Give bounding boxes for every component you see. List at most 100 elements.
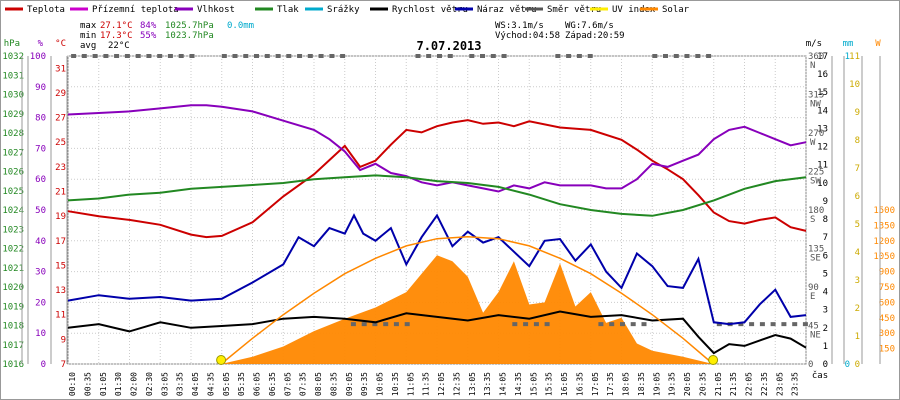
wind-dir-mark [587, 54, 593, 58]
stat-max-temp: 27.1°C [100, 21, 133, 31]
tick-mm: 0 [845, 360, 850, 370]
x-tick-label: 02:30 [145, 372, 154, 396]
tick-direction-label: NW [810, 100, 821, 110]
wind-dir-mark [264, 54, 270, 58]
x-tick-label: 15:35 [545, 372, 554, 396]
wind-dir-mark [426, 54, 432, 58]
stat-min-label: min [80, 31, 96, 41]
wind-dir-mark [759, 322, 765, 327]
tick-hpa: 1031 [2, 71, 24, 81]
wind-dir-mark [544, 322, 550, 327]
x-tick-label: 00:10 [68, 372, 77, 396]
wind-dir-mark [792, 322, 798, 327]
wind-dir-mark [512, 322, 518, 327]
x-tick-label: 16:05 [560, 372, 569, 396]
wind-dir-mark [469, 54, 475, 58]
tick-hpa: 1030 [2, 91, 24, 101]
wind-dir-mark [146, 54, 152, 58]
wind-dir-mark [135, 54, 141, 58]
wind-dir-mark [221, 54, 227, 58]
tick-uv: 8 [855, 136, 860, 146]
tick-uv: 4 [855, 248, 860, 258]
x-tick-label: 12:05 [437, 372, 446, 396]
wind-gust-max: WG:7.6m/s [565, 21, 614, 31]
tick-direction-deg: 180 [808, 206, 824, 216]
series-lines [67, 104, 807, 365]
x-tick-label: 20:35 [698, 372, 707, 396]
stat-min-hum: 55% [140, 31, 157, 41]
stats-block: max 27.1°C 84% 1025.7hPa 0.0mm min 17.3°… [80, 21, 254, 51]
wind-dir-mark [415, 54, 421, 58]
tick-ms: 9 [823, 197, 828, 207]
stat-max-hum: 84% [140, 21, 157, 31]
wind-speed-avg: WS:3.1m/s [495, 21, 544, 31]
tick-direction-deg: 45 [808, 322, 819, 332]
tick-percent: 10 [35, 329, 46, 339]
series-line-teplota [67, 119, 807, 239]
tick-uv: 10 [849, 80, 860, 90]
axis-label-percent: % [38, 39, 44, 49]
wind-dir-mark [167, 54, 173, 58]
wind-dir-mark [329, 54, 335, 58]
wind-dir-mark [609, 322, 615, 327]
tick-percent: 40 [35, 237, 46, 247]
tick-celsius: 21 [55, 188, 66, 198]
sun-marker [708, 355, 719, 365]
tick-ms: 14 [817, 106, 828, 116]
legend-label: Teplota [27, 5, 65, 15]
legend-label: Tlak [277, 5, 299, 15]
wind-dir-mark [695, 54, 701, 58]
x-tick-label: 16:35 [575, 372, 584, 396]
tick-celsius: 29 [55, 89, 66, 99]
tick-ms: 0 [823, 360, 828, 370]
axis-label-hpa: hPa [4, 39, 20, 49]
tick-hpa: 1028 [2, 129, 24, 139]
wind-dir-mark [480, 54, 485, 58]
wind-dir-mark [523, 322, 529, 327]
tick-celsius: 15 [55, 261, 66, 271]
legend-label: Solar [662, 5, 690, 15]
x-tick-label: 23:35 [791, 372, 800, 396]
x-tick-label: 11:35 [422, 372, 431, 396]
sun-markers [216, 355, 719, 365]
tick-celsius: 23 [55, 163, 66, 173]
tick-direction-deg: 360 [808, 52, 824, 62]
wind-dir-mark [189, 54, 195, 58]
x-tick-label: 00:35 [83, 372, 92, 396]
tick-uv: 7 [855, 164, 860, 174]
x-tick-label: 19:05 [652, 372, 661, 396]
wind-dir-mark [286, 54, 292, 58]
legend-label: Přízemní teplota [92, 5, 179, 15]
tick-hpa: 1021 [2, 264, 24, 274]
sunrise-time: Východ:04:58 [495, 31, 560, 41]
tick-hpa: 1018 [2, 322, 24, 332]
x-tick-label: 03:05 [160, 372, 169, 396]
wind-dir-mark [781, 322, 787, 327]
tick-percent: 90 [35, 83, 46, 93]
tick-direction-deg: 315 [808, 91, 824, 101]
wind-dir-mark [393, 322, 399, 327]
tick-percent: 70 [35, 144, 46, 154]
x-tick-label: 13:35 [483, 372, 492, 396]
tick-celsius: 27 [55, 114, 66, 124]
tick-hpa: 1017 [2, 341, 24, 351]
wind-dir-mark [124, 54, 130, 58]
wind-dir-mark [641, 322, 647, 327]
wind-dir-mark [275, 54, 281, 58]
wind-dir-mark [802, 322, 808, 327]
tick-ms: 11 [817, 161, 828, 171]
tick-w: 300 [879, 329, 895, 339]
x-tick-label: 01:05 [99, 372, 108, 396]
wind-dir-mark [361, 322, 367, 327]
x-tick-label: 09:05 [345, 372, 354, 396]
tick-celsius: 9 [61, 335, 66, 345]
x-tick-label: 20:05 [683, 372, 692, 396]
wind-dir-mark [630, 322, 636, 327]
wind-dir-mark [566, 54, 572, 58]
series-line-n-raz-v-tru [67, 213, 807, 326]
x-tick-label: 03:35 [176, 372, 185, 396]
tick-ms: 17 [817, 52, 828, 62]
tick-ms: 3 [823, 306, 828, 316]
tick-percent: 100 [30, 52, 46, 62]
tick-hpa: 1025 [2, 187, 24, 197]
